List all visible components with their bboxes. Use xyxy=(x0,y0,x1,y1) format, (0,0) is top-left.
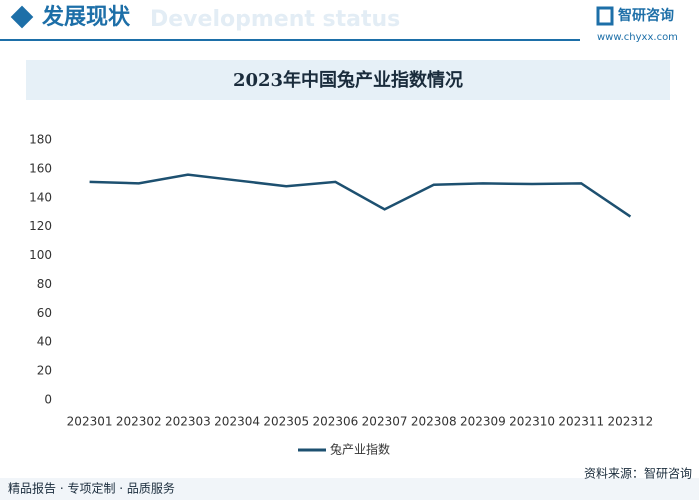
footer-slogan: 精品报告 · 专项定制 · 品质服务 xyxy=(8,481,175,496)
footer-band xyxy=(0,478,699,500)
logo-url: www.chyxx.com xyxy=(597,32,678,43)
x-tick-label: 202305 xyxy=(263,415,309,429)
x-tick-label: 202308 xyxy=(411,415,457,429)
y-tick-label: 20 xyxy=(37,364,52,378)
footer-source: 资料来源：智研咨询 xyxy=(584,466,692,481)
x-tick-label: 202304 xyxy=(214,415,260,429)
logo-mark xyxy=(596,6,614,26)
x-tick-label: 202301 xyxy=(67,415,113,429)
x-tick-label: 202311 xyxy=(558,415,604,429)
y-tick-label: 140 xyxy=(29,190,52,204)
series-line xyxy=(89,173,632,218)
x-tick-label: 202309 xyxy=(460,415,506,429)
y-tick-label: 120 xyxy=(29,219,52,233)
legend-label: 兔产业指数 xyxy=(330,442,390,457)
y-tick-label: 160 xyxy=(29,161,52,175)
x-tick-label: 202306 xyxy=(313,415,359,429)
y-tick-label: 80 xyxy=(37,277,52,291)
header-subtitle: Development status xyxy=(150,7,400,32)
y-tick-label: 0 xyxy=(44,393,52,407)
logo-text: 智研咨询 xyxy=(617,7,674,24)
x-tick-label: 202310 xyxy=(509,415,555,429)
y-tick-label: 60 xyxy=(37,306,52,320)
x-tick-label: 202307 xyxy=(362,415,408,429)
title-band xyxy=(26,60,670,100)
x-tick-label: 202312 xyxy=(608,415,654,429)
y-tick-label: 180 xyxy=(29,133,52,147)
header-title: 发展现状 xyxy=(41,4,131,30)
x-tick-label: 202302 xyxy=(116,415,162,429)
x-tick-label: 202303 xyxy=(165,415,211,429)
chart-title: 2023年中国兔产业指数情况 xyxy=(233,69,463,91)
y-tick-label: 40 xyxy=(37,335,52,349)
y-tick-label: 100 xyxy=(29,248,52,262)
